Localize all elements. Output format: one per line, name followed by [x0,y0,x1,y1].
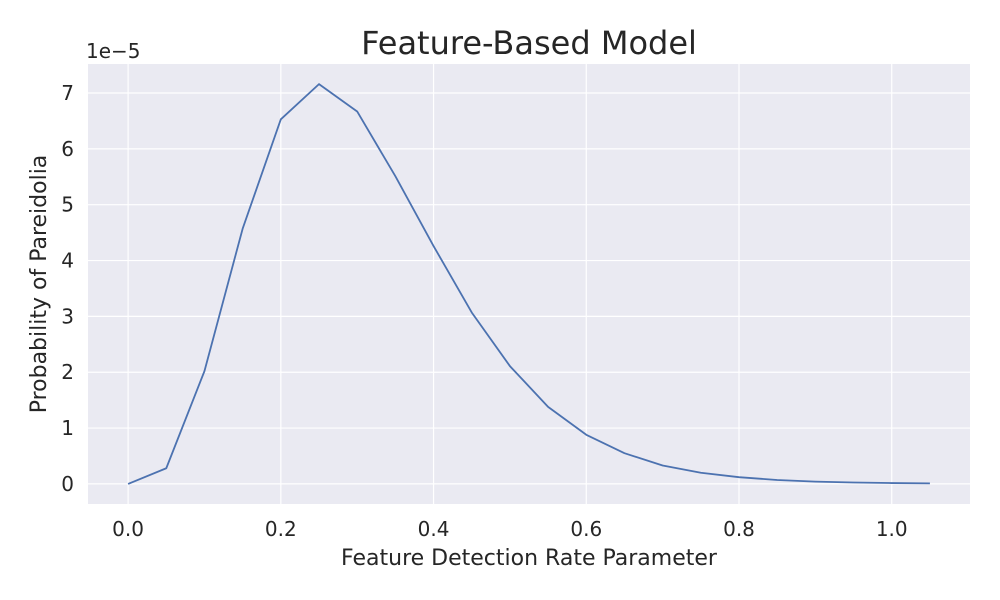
chart-title: Feature-Based Model [361,24,697,62]
y-tick-label: 0 [61,472,74,496]
x-tick-label: 0.2 [265,517,297,541]
series-line [127,83,930,485]
y-tick-label: 6 [61,137,74,161]
plot-background [88,64,970,504]
y-axis-multiplier: 1e−5 [86,39,141,63]
x-tick-label: 1.0 [876,517,908,541]
x-tick-label: 0.6 [570,517,602,541]
x-grid [127,64,893,504]
x-tick-label: 0.8 [723,517,755,541]
series-layer [127,83,930,485]
y-axis-label: Probability of Pareidolia [27,155,52,414]
y-tick-label: 2 [61,360,74,384]
y-tick-label: 4 [61,249,74,273]
y-tick-label: 1 [61,416,74,440]
x-axis-label: Feature Detection Rate Parameter [341,546,718,571]
y-tick-label: 5 [61,193,74,217]
x-tick-label: 0.4 [418,517,450,541]
x-tick-labels: 0.0 0.2 0.4 0.6 0.8 1.0 [112,517,907,541]
y-tick-label: 3 [61,304,74,328]
y-tick-label: 7 [61,81,74,105]
y-tick-labels: 0 1 2 3 4 5 6 7 [61,81,74,496]
x-tick-label: 0.0 [112,517,144,541]
